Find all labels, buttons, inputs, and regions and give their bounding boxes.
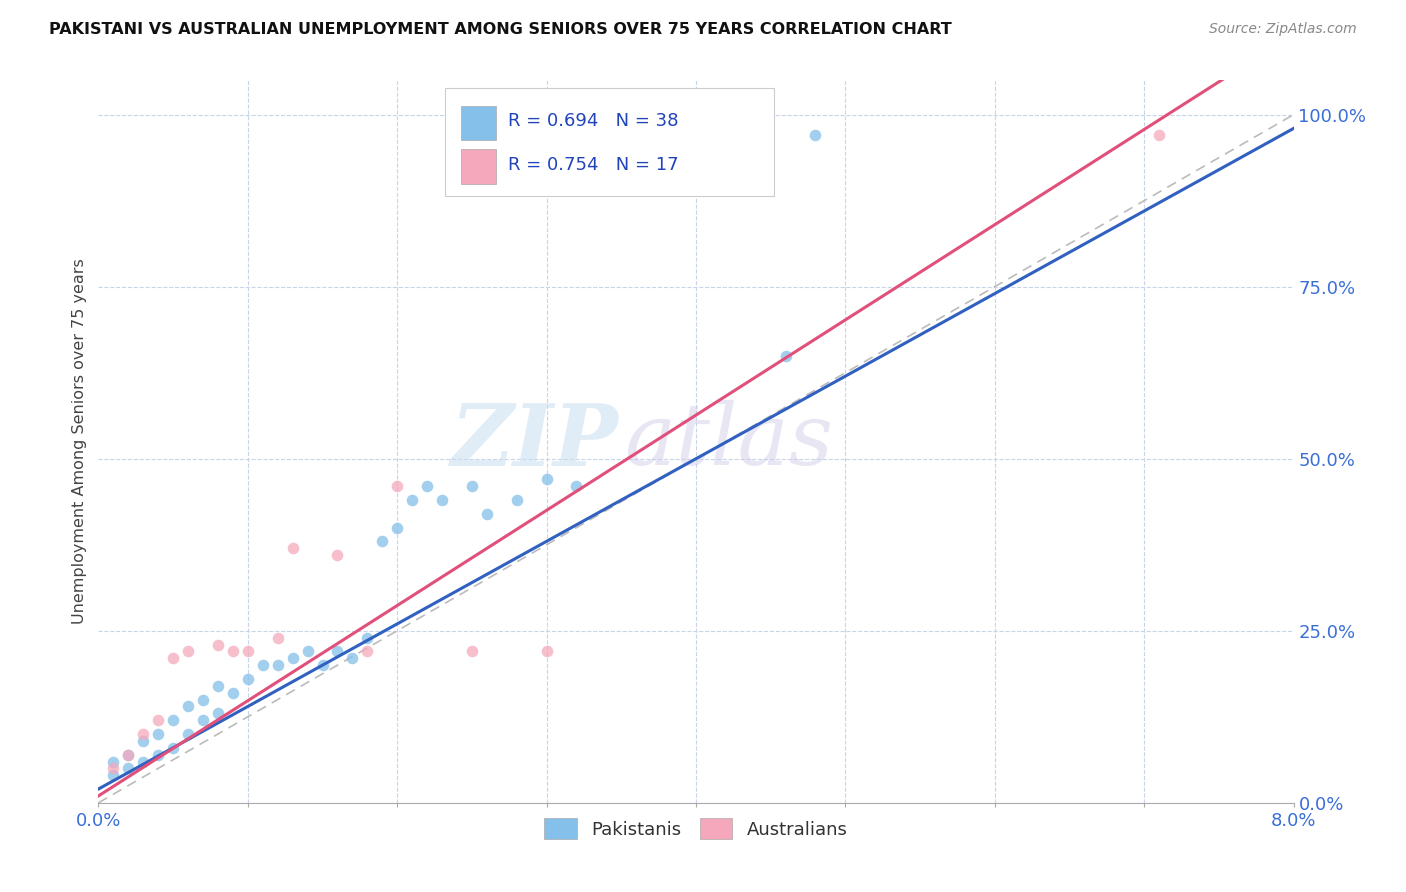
Point — [281, 541, 304, 556]
Text: atlas: atlas — [624, 401, 834, 483]
Bar — [461, 149, 496, 184]
Point — [148, 713, 170, 727]
Legend: Pakistanis, Australians: Pakistanis, Australians — [536, 809, 856, 848]
Point — [461, 479, 484, 493]
Point — [148, 727, 170, 741]
Point — [475, 507, 498, 521]
Point — [385, 479, 409, 493]
Bar — [461, 105, 496, 140]
Text: R = 0.694   N = 38: R = 0.694 N = 38 — [509, 112, 679, 130]
Point — [371, 534, 394, 549]
Point — [461, 644, 484, 658]
Point — [177, 644, 200, 658]
Point — [430, 493, 453, 508]
Point — [536, 472, 558, 486]
Point — [506, 493, 529, 508]
Point — [162, 651, 184, 665]
Point — [236, 644, 259, 658]
Point — [222, 686, 245, 700]
Point — [1147, 128, 1170, 143]
Point — [207, 706, 229, 721]
Point — [416, 479, 439, 493]
Point — [103, 755, 125, 769]
Point — [117, 747, 139, 762]
Text: Source: ZipAtlas.com: Source: ZipAtlas.com — [1209, 22, 1357, 37]
Point — [148, 747, 170, 762]
Point — [177, 699, 200, 714]
Point — [342, 651, 364, 665]
Point — [236, 672, 259, 686]
Point — [132, 755, 155, 769]
FancyBboxPatch shape — [446, 87, 773, 196]
Point — [252, 658, 274, 673]
Point — [117, 761, 139, 775]
Point — [132, 727, 155, 741]
Text: PAKISTANI VS AUSTRALIAN UNEMPLOYMENT AMONG SENIORS OVER 75 YEARS CORRELATION CHA: PAKISTANI VS AUSTRALIAN UNEMPLOYMENT AMO… — [49, 22, 952, 37]
Point — [297, 644, 319, 658]
Y-axis label: Unemployment Among Seniors over 75 years: Unemployment Among Seniors over 75 years — [72, 259, 87, 624]
Text: ZIP: ZIP — [450, 400, 619, 483]
Point — [103, 768, 125, 782]
Point — [191, 692, 214, 706]
Point — [177, 727, 200, 741]
Point — [132, 734, 155, 748]
Point — [281, 651, 304, 665]
Point — [326, 548, 349, 562]
Point — [162, 740, 184, 755]
Point — [356, 644, 378, 658]
Point — [775, 349, 797, 363]
Point — [162, 713, 184, 727]
Point — [117, 747, 139, 762]
Point — [191, 713, 214, 727]
Point — [207, 679, 229, 693]
Point — [103, 761, 125, 775]
Text: R = 0.754   N = 17: R = 0.754 N = 17 — [509, 156, 679, 174]
Point — [222, 644, 245, 658]
Point — [207, 638, 229, 652]
Point — [536, 644, 558, 658]
Point — [804, 128, 827, 143]
Point — [267, 658, 290, 673]
Point — [385, 520, 409, 534]
Point — [267, 631, 290, 645]
Point — [565, 479, 588, 493]
Point — [311, 658, 333, 673]
Point — [356, 631, 378, 645]
Point — [326, 644, 349, 658]
Point — [401, 493, 423, 508]
